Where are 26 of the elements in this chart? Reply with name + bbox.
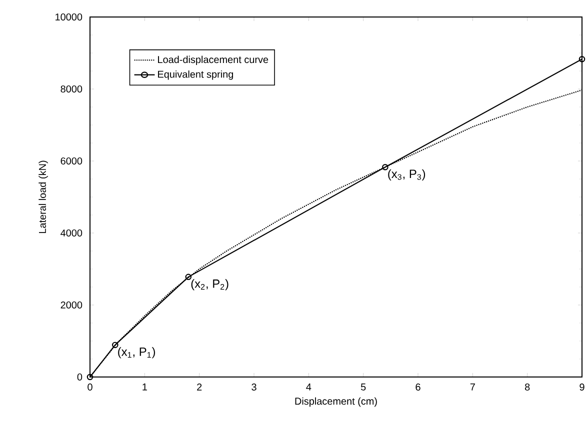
x-tick-label: 5 bbox=[360, 384, 366, 390]
x-tick-label: 6 bbox=[416, 384, 420, 391]
y-tick-label: 0 bbox=[77, 373, 82, 381]
x-tick-label: 7 bbox=[470, 384, 475, 390]
x-tick-label: 0 bbox=[88, 384, 92, 391]
point bbox=[112, 342, 118, 348]
y-tick-label: 2000 bbox=[60, 301, 82, 309]
legend-label: Equivalent spring bbox=[158, 70, 234, 80]
x-tick-label: 3 bbox=[252, 384, 256, 391]
annotation: (x$_{1}$, P$_{1}$) bbox=[118, 347, 156, 358]
annotation: (x$_{2}$, P$_{2}$) bbox=[191, 279, 228, 290]
annotation: (x$_{3}$, P$_{3}$) bbox=[388, 169, 426, 180]
y-tick-label: 8000 bbox=[60, 85, 82, 93]
legend-label: Load-displacement curve bbox=[158, 56, 268, 66]
x-axis-title: Displacement (cm) bbox=[295, 397, 377, 407]
point bbox=[185, 274, 192, 280]
x-tick-label: 4 bbox=[306, 384, 312, 390]
x-tick-label: 8 bbox=[525, 384, 530, 391]
point bbox=[382, 164, 388, 170]
y-axis-title: Lateral load (kN) bbox=[38, 160, 48, 234]
y-tick-label: 6000 bbox=[60, 157, 82, 165]
x-tick-label: 9 bbox=[580, 384, 584, 391]
x-tick-label: 1 bbox=[142, 384, 147, 390]
y-tick-label: 4000 bbox=[60, 229, 82, 237]
y-tick-label: 10000 bbox=[56, 13, 82, 21]
x-tick-label: 2 bbox=[197, 384, 202, 390]
